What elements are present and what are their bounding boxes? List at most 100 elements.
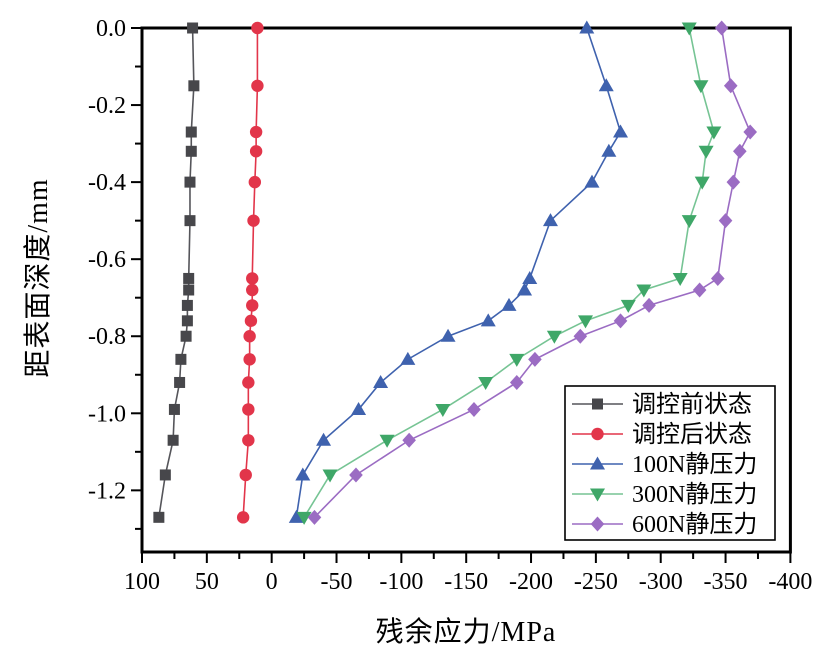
triangle-down-marker — [590, 488, 605, 502]
legend-label: 100N静压力 — [632, 451, 757, 478]
square-marker — [592, 398, 603, 410]
circle-marker — [239, 468, 252, 482]
square-marker — [181, 299, 193, 311]
circle-marker — [242, 376, 255, 389]
x-tick-label: 50 — [195, 569, 219, 595]
diamond-marker — [509, 374, 524, 390]
series-circle — [236, 21, 264, 524]
triangle-down-marker — [672, 272, 688, 286]
legend-label: 600N静压力 — [632, 511, 757, 538]
circle-marker — [242, 434, 255, 447]
axes: 100 50 0 -50 -100 -150 -200 -250 -300 -350 -400 0.0… — [88, 16, 812, 595]
diamond-marker — [733, 143, 747, 159]
diamond-marker — [307, 509, 322, 525]
triangle-up-marker — [517, 282, 533, 296]
triangle-down-marker — [693, 80, 709, 94]
diamond-marker — [710, 270, 725, 286]
triangle-up-marker — [542, 213, 558, 227]
square-marker — [184, 176, 196, 188]
square-marker — [187, 22, 199, 34]
triangle-down-marker — [578, 315, 594, 329]
square-marker — [167, 434, 179, 446]
square-marker — [183, 284, 195, 296]
circle-marker — [249, 145, 263, 158]
triangle-up-marker — [598, 78, 614, 92]
legend-item: 600N静压力 — [572, 511, 757, 538]
square-marker — [175, 353, 187, 365]
legend-label: 调控前状态 — [632, 391, 752, 418]
triangle-up-marker — [373, 374, 389, 388]
circle-marker — [246, 299, 259, 312]
circle-marker — [247, 214, 260, 227]
triangle-down-marker — [478, 376, 494, 390]
y-axis-title: 距表面深度/mm — [23, 178, 54, 378]
diamond-marker — [349, 467, 363, 483]
triangle-down-marker — [681, 22, 697, 36]
legend-item: 调控前状态 — [572, 391, 752, 418]
x-tick-label: -150 — [444, 569, 488, 595]
circle-marker — [249, 125, 263, 139]
triangle-down-marker — [546, 330, 562, 344]
square-marker — [174, 376, 186, 388]
x-tick-label: -100 — [379, 569, 423, 595]
x-tick-label: -300 — [639, 569, 683, 595]
circle-marker — [236, 511, 250, 524]
triangle-up-marker — [295, 467, 311, 481]
x-tick-label: -400 — [768, 569, 812, 595]
legend-item: 调控后状态 — [572, 421, 752, 448]
diamond-marker — [642, 297, 656, 313]
square-marker — [188, 80, 200, 92]
plot-frame — [140, 26, 792, 554]
triangle-up-marker — [501, 297, 517, 311]
y-tick-label: -0.4 — [88, 170, 126, 196]
triangle-up-marker — [288, 509, 304, 523]
triangle-up-marker — [590, 456, 605, 470]
diamond-marker — [402, 432, 416, 448]
diamond-marker — [692, 282, 707, 298]
series-square — [153, 22, 200, 523]
square-marker — [185, 145, 197, 157]
y-tick-label: -1.0 — [88, 401, 126, 427]
triangle-up-marker — [522, 270, 538, 284]
diamond-marker — [573, 328, 588, 344]
triangle-up-marker — [601, 143, 617, 157]
circle-marker — [244, 314, 258, 328]
triangle-up-marker — [579, 20, 595, 34]
triangle-up-marker — [400, 351, 416, 365]
square-marker — [183, 272, 195, 284]
triangle-down-marker — [681, 215, 697, 229]
y-tick-label: -0.8 — [88, 324, 126, 350]
square-marker — [181, 315, 193, 327]
x-tick-label: -50 — [321, 569, 353, 595]
diamond-marker — [590, 516, 605, 532]
data-series — [153, 20, 757, 525]
triangle-up-marker — [613, 124, 629, 138]
circle-marker — [248, 175, 262, 189]
circle-marker — [246, 272, 259, 285]
x-tick-label: 100 — [124, 569, 160, 595]
diamond-marker — [714, 20, 729, 36]
circle-marker — [251, 79, 264, 92]
square-marker — [168, 403, 180, 415]
triangle-up-marker — [440, 328, 456, 342]
x-tick-label: -250 — [574, 569, 618, 595]
triangle-up-marker — [316, 432, 332, 446]
x-tick-label: -200 — [509, 569, 553, 595]
x-tick-label: 0 — [266, 569, 278, 595]
legend-item: 100N静压力 — [572, 451, 757, 478]
circle-marker — [243, 330, 256, 343]
diamond-marker — [718, 213, 733, 229]
triangle-up-marker — [584, 174, 600, 188]
triangle-up-marker — [351, 401, 367, 415]
diamond-marker — [467, 401, 481, 417]
triangle-down-marker — [694, 176, 710, 190]
circle-marker — [591, 427, 604, 441]
square-marker — [180, 330, 192, 342]
y-tick-label: 0.0 — [96, 16, 126, 42]
circle-marker — [251, 21, 264, 35]
square-marker — [159, 469, 171, 481]
series-diamond — [307, 20, 757, 525]
series-triangle-up — [288, 20, 629, 523]
